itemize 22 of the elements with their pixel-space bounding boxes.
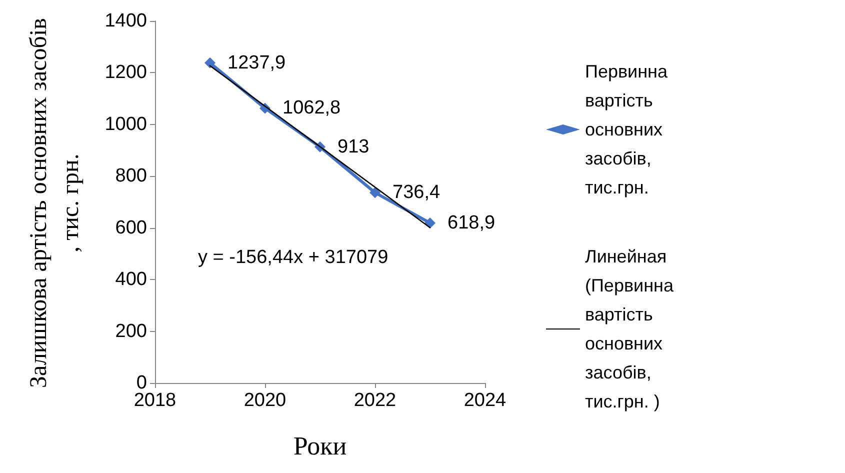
point: [370, 187, 380, 198]
data-label: 618,9: [448, 212, 496, 234]
x-tick-label: 2022: [354, 390, 396, 411]
point: [204, 57, 216, 68]
data-label: 913: [338, 136, 370, 158]
annotation: y = -156,44x + 317079: [198, 247, 388, 268]
x-tick-label: 2024: [464, 390, 507, 411]
data-label: 1237,9: [228, 52, 286, 74]
x-tick-label: 2020: [244, 390, 286, 411]
y-tick-label: 600: [115, 217, 147, 238]
legend-label: Линейная (Первинна вартість основних засобів, тис.грн. ): [585, 246, 678, 412]
y-tick-label: 200: [115, 320, 147, 342]
y-tick-label: 1200: [104, 62, 147, 84]
legend-label: Первинна вартість основних засобів, тис.грн.: [585, 62, 672, 198]
y-axis-title: Залишкова артість основних засобів , тис. грн.: [25, 17, 85, 390]
x-axis-title: Роки: [293, 432, 347, 460]
data-label: 1062,8: [282, 98, 341, 119]
y-tick-label: 800: [115, 166, 147, 187]
y-tick-label: 1000: [104, 114, 147, 135]
y-tick-label: 400: [115, 269, 147, 290]
y-tick-label: 1400: [104, 10, 147, 32]
data-label: 736,4: [392, 182, 440, 204]
